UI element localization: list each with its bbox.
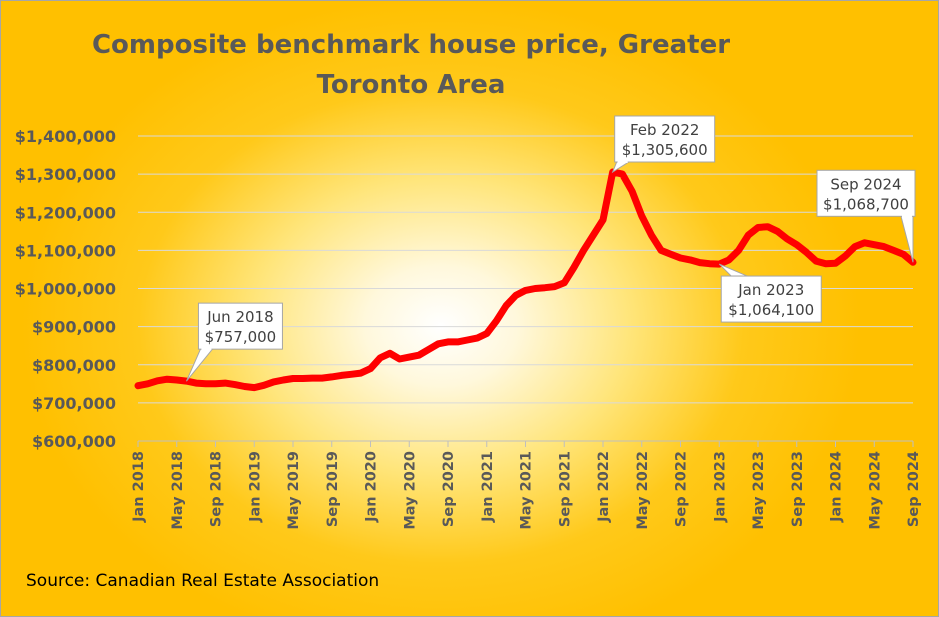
- chart-source: Source: Canadian Real Estate Association: [26, 571, 380, 591]
- chart-title: Composite benchmark house price, Greater…: [91, 30, 731, 100]
- callout-label: Jun 2018: [206, 308, 273, 326]
- x-tick-label: Sep 2020: [441, 451, 457, 527]
- callout-label: Feb 2022: [630, 121, 700, 139]
- y-tick-label: $900,000: [32, 318, 116, 337]
- x-tick-label: Sep 2023: [790, 451, 806, 527]
- x-tick-label: May 2020: [402, 451, 418, 530]
- callout-label: $1,068,700: [823, 195, 909, 213]
- x-tick-label: May 2023: [751, 451, 767, 530]
- callout-box: [197, 302, 283, 350]
- x-tick-label: May 2018: [170, 451, 186, 530]
- callout-label: $1,064,100: [728, 301, 814, 319]
- x-tick-label: Jan 2021: [480, 451, 496, 523]
- x-tick-label: Jan 2022: [596, 451, 612, 523]
- callout-pointer: [718, 263, 748, 277]
- x-tick-label: Sep 2021: [557, 451, 573, 527]
- y-tick-label: $1,400,000: [15, 127, 116, 146]
- callout-label: $757,000: [205, 328, 277, 346]
- x-tick-label: Jan 2023: [712, 451, 728, 523]
- y-tick-label: $1,300,000: [15, 165, 116, 184]
- x-tick-label: Jan 2020: [364, 451, 380, 523]
- callout-label: Jan 2023: [737, 281, 804, 299]
- callout-box: [614, 115, 716, 163]
- y-tick-label: $800,000: [32, 356, 116, 375]
- y-tick-label: $1,000,000: [15, 280, 116, 299]
- x-tick-label: May 2022: [635, 451, 651, 530]
- x-tick-label: May 2021: [519, 451, 535, 530]
- y-tick-label: $1,200,000: [15, 203, 116, 222]
- x-tick-label: Sep 2019: [325, 451, 341, 527]
- y-tick-label: $600,000: [32, 432, 116, 451]
- y-tick-label: $1,100,000: [15, 241, 116, 260]
- y-tick-label: $700,000: [32, 394, 116, 413]
- callout-label: Sep 2024: [830, 175, 901, 193]
- x-tick-label: Sep 2018: [209, 451, 225, 527]
- x-tick-label: Sep 2024: [906, 451, 922, 527]
- x-tick-label: Jan 2019: [247, 451, 263, 523]
- callout-box: [816, 169, 916, 217]
- callout-box: [720, 275, 822, 323]
- x-tick-label: Jan 2024: [829, 451, 845, 523]
- x-tick-label: Jan 2018: [131, 451, 147, 523]
- callout-label: $1,305,600: [622, 141, 708, 159]
- x-tick-label: May 2019: [286, 451, 302, 530]
- series-line: [134, 168, 917, 392]
- x-tick-label: Sep 2022: [674, 451, 690, 527]
- x-tick-label: May 2024: [867, 451, 883, 530]
